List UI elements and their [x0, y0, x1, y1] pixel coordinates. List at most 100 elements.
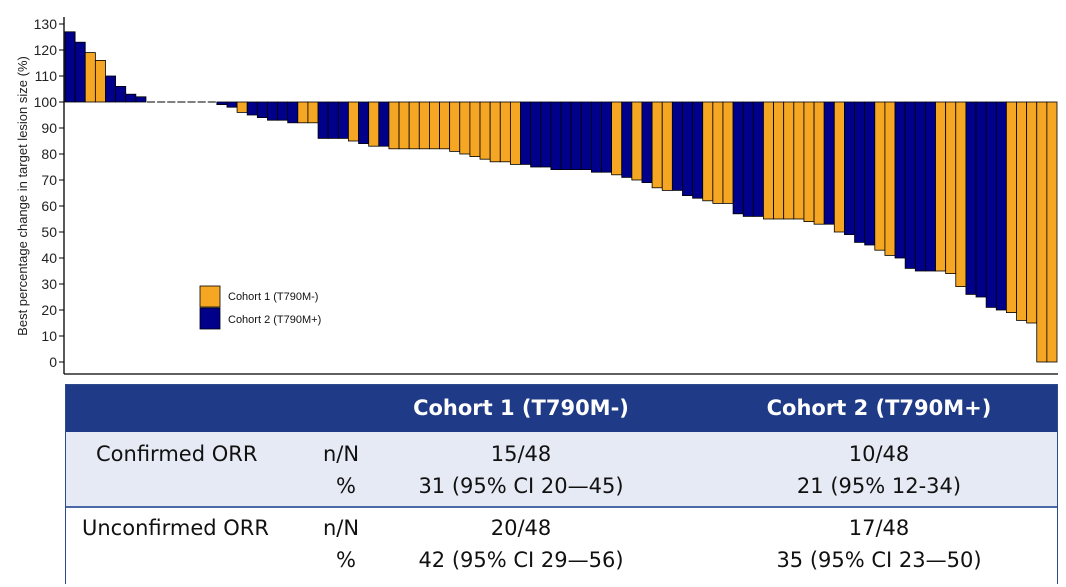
- y-tick-label: 30: [41, 276, 57, 292]
- bar-cohort1: [297, 101, 309, 124]
- bar-cohort2: [742, 101, 754, 217]
- y-tick-label: 120: [34, 42, 58, 58]
- bar-cohort2: [317, 101, 329, 139]
- bar-cohort1: [1026, 101, 1038, 324]
- bar-cohort1: [793, 101, 805, 220]
- bar-cohort1: [459, 101, 471, 155]
- metric-nN: n/N: [323, 442, 360, 466]
- bar-cohort1: [348, 101, 359, 142]
- bar-cohort1: [813, 101, 825, 225]
- orr-table: Cohort 1 (T790M-) Cohort 2 (T790M+) Conf…: [65, 384, 1058, 585]
- y-tick-label: 60: [41, 198, 57, 214]
- bar-cohort2: [337, 101, 349, 139]
- bar-cohort2: [864, 101, 876, 246]
- bar-cohort1: [94, 60, 106, 103]
- bar-cohort2: [105, 75, 117, 103]
- bar-cohort2: [135, 96, 147, 103]
- table-row-confirmed: Confirmed ORR n/N % 15/48 31 (95% CI 20—…: [66, 432, 1057, 506]
- bar-cohort2: [256, 101, 268, 118]
- header-cohort1: Cohort 1 (T790M-): [413, 396, 629, 420]
- bar-cohort2: [267, 101, 278, 121]
- bar-cohort2: [327, 101, 339, 139]
- bar-cohort2: [975, 101, 987, 298]
- bar-cohort1: [712, 101, 724, 204]
- y-tick-label: 90: [41, 120, 57, 136]
- bar-cohort2: [601, 101, 613, 173]
- cohort1-unconfirmed-nN: 20/48: [490, 516, 552, 540]
- bar-cohort1: [702, 101, 714, 202]
- bar-cohort2: [854, 101, 866, 243]
- bar-cohort2: [378, 101, 390, 147]
- bar-cohort2: [844, 101, 855, 236]
- bar-cohort2: [925, 101, 936, 272]
- y-axis-label: Best percentage change in target lesion …: [15, 56, 30, 336]
- bar-cohort2: [226, 101, 238, 108]
- metric-nN: n/N: [323, 516, 360, 540]
- bar-cohort2: [682, 101, 693, 196]
- bar-cohort2: [520, 101, 532, 165]
- bar-cohort1: [1005, 101, 1017, 314]
- bar-cohort2: [125, 93, 137, 103]
- bar-cohort2: [752, 101, 764, 217]
- bar-cohort1: [651, 101, 663, 189]
- bar-cohort1: [439, 101, 451, 150]
- y-tick-group: 0 10 20 30 40 50 60 70 80 90 100 110 120 130: [34, 16, 64, 370]
- bar-cohort2: [621, 101, 633, 178]
- bar-cohort2: [904, 101, 916, 269]
- bar-cohort1: [368, 101, 380, 147]
- bar-cohort2: [277, 101, 289, 121]
- legend: Cohort 1 (T790M-) Cohort 2 (T790M+): [199, 285, 321, 330]
- bar-cohort1: [803, 101, 815, 222]
- bar-cohort1: [661, 101, 673, 191]
- bar-cohort1: [783, 101, 795, 220]
- bar-cohort1: [449, 101, 461, 152]
- bar-cohort2: [671, 101, 683, 191]
- cohort2-confirmed-pct: 21 (95% 12-34): [796, 474, 962, 498]
- bar-cohort1: [935, 101, 947, 272]
- cohort1-confirmed-nN: 15/48: [490, 442, 552, 466]
- bar-cohort2: [894, 101, 906, 259]
- bar-cohort1: [773, 101, 785, 220]
- bar-cohort1: [1036, 101, 1048, 363]
- bar-cohort1: [722, 101, 734, 204]
- bar-cohort2: [64, 31, 76, 103]
- metric-percent: %: [336, 474, 356, 498]
- bar-cohort2: [641, 101, 653, 183]
- y-tick-label: 10: [41, 328, 57, 344]
- bar-cohort1: [1016, 101, 1028, 321]
- bar-cohort1: [408, 101, 420, 150]
- bar-cohort1: [631, 101, 643, 181]
- bar-cohort1: [884, 101, 896, 256]
- bar-cohort2: [590, 101, 602, 173]
- bar-cohort1: [469, 101, 481, 157]
- y-tick-label: 70: [41, 172, 57, 188]
- bar-cohort2: [74, 41, 86, 103]
- bar-cohort2: [560, 101, 572, 170]
- bar-cohort2: [358, 101, 370, 144]
- bar-cohort2: [823, 101, 835, 225]
- bar-cohort1: [833, 101, 845, 233]
- bar-cohort1: [398, 101, 410, 150]
- bar-cohort2: [985, 101, 997, 308]
- bar-cohort2: [115, 86, 127, 103]
- bar-cohort1: [509, 101, 521, 165]
- cohort1-confirmed-pct: 31 (95% CI 20—45): [418, 474, 624, 498]
- cohort2-unconfirmed-pct: 35 (95% CI 23—50): [776, 548, 982, 572]
- bar-cohort2: [550, 101, 562, 170]
- legend-swatch-cohort1: [199, 285, 221, 308]
- bar-cohort2: [914, 101, 926, 272]
- bar-cohort1: [955, 101, 967, 288]
- bar-cohort1: [945, 101, 957, 275]
- bar-cohort1: [874, 101, 886, 251]
- bar-cohort1: [236, 101, 248, 113]
- bar-cohort2: [530, 101, 542, 168]
- bar-cohort2: [570, 101, 582, 170]
- y-tick-label: 110: [35, 68, 58, 84]
- metric-percent: %: [336, 548, 356, 572]
- bar-cohort2: [216, 101, 228, 105]
- waterfall-chart: 0 10 20 30 40 50 60 70 80 90 100 110 120 130 Best per…: [15, 16, 1058, 375]
- bar-cohort2: [246, 101, 258, 116]
- y-tick-label: 80: [41, 146, 57, 162]
- bar-cohort2: [965, 101, 977, 295]
- header-cohort2: Cohort 2 (T790M+): [766, 396, 992, 420]
